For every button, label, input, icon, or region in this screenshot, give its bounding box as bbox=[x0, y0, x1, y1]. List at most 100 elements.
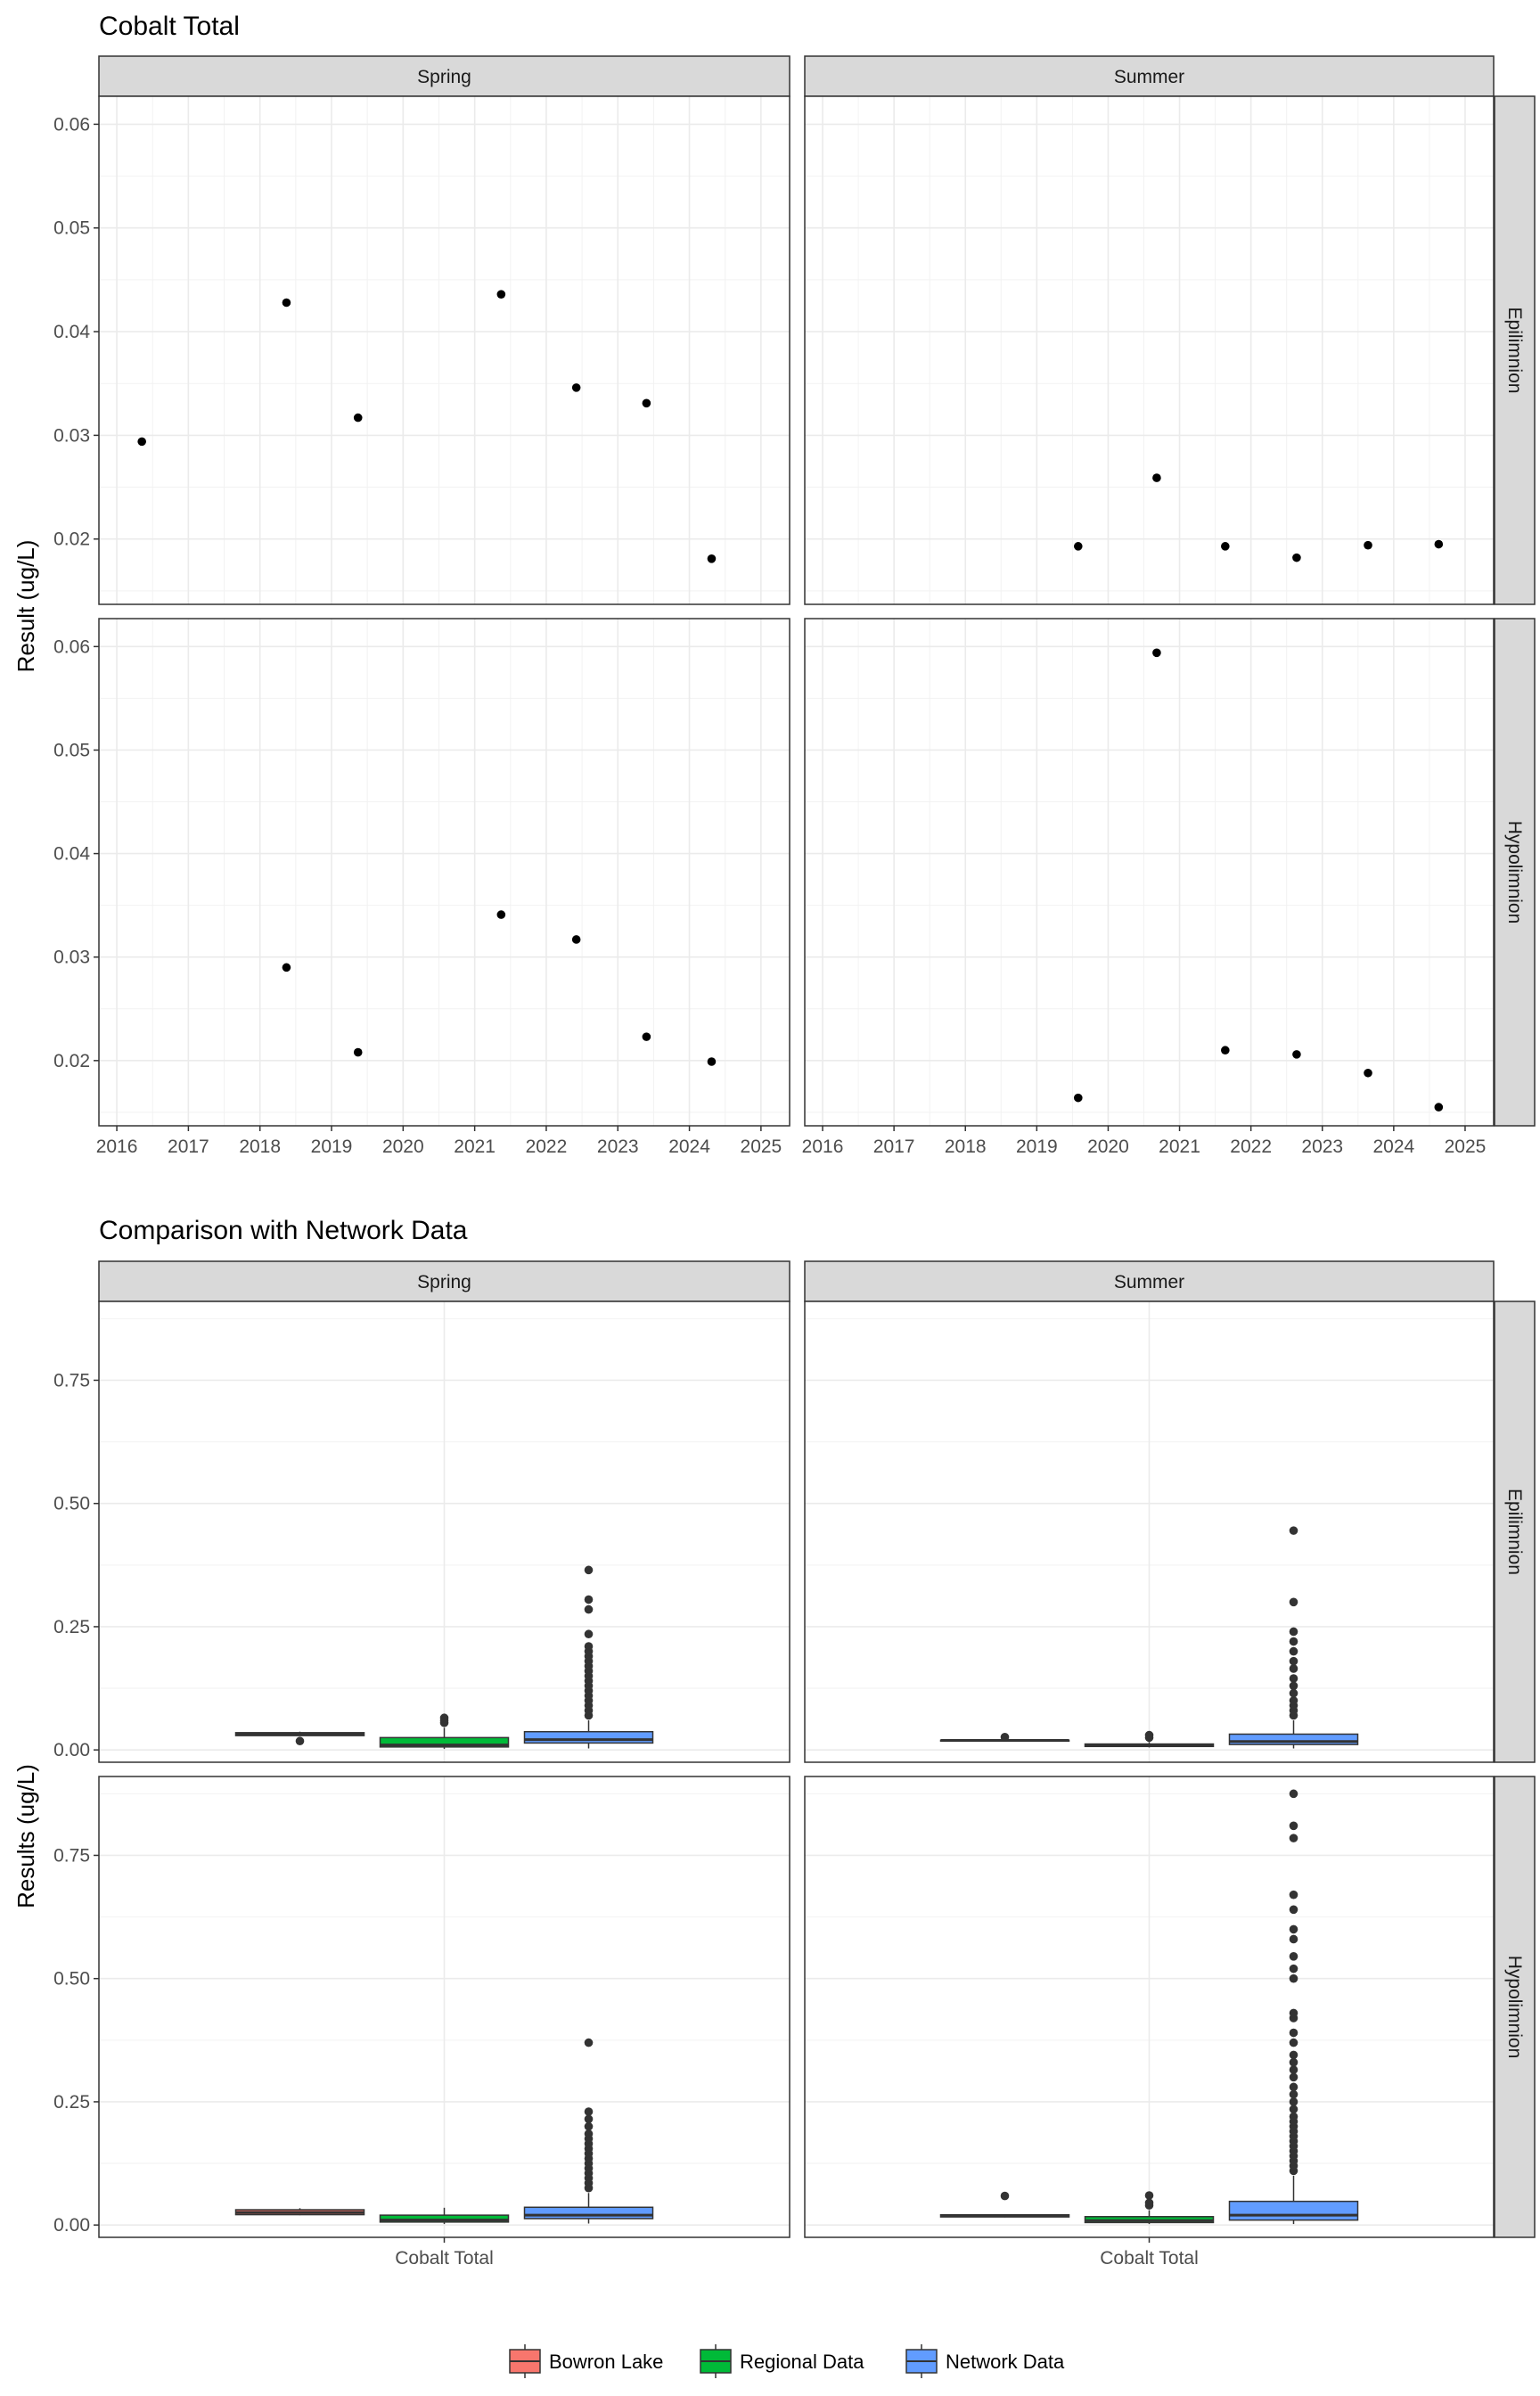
x-tick-label: 2016 bbox=[96, 1136, 138, 1157]
y-tick-label: 0.03 bbox=[53, 425, 90, 446]
x-tick-label: 2023 bbox=[1301, 1136, 1343, 1157]
x-tick-label: 2019 bbox=[1016, 1136, 1058, 1157]
panel-border bbox=[804, 618, 1495, 1127]
x-tick-label: 2016 bbox=[802, 1136, 844, 1157]
scatter-point bbox=[1364, 1068, 1372, 1078]
scatter-y-axis-label: Result (ug/L) bbox=[12, 540, 39, 673]
scatter-column-strip bbox=[804, 55, 1495, 97]
box-outlier bbox=[1289, 2097, 1298, 2106]
box-row-strip bbox=[1494, 1776, 1536, 2238]
box-bowron-lake bbox=[939, 1733, 1070, 1743]
y-tick-label: 0.75 bbox=[53, 1845, 90, 1866]
x-tick-label: 2018 bbox=[239, 1136, 281, 1157]
box-outlier bbox=[1289, 1656, 1298, 1666]
scatter-point bbox=[353, 413, 363, 423]
box-outlier bbox=[1289, 1821, 1298, 1831]
scatter-point bbox=[1221, 542, 1230, 551]
x-tick-label: 2018 bbox=[945, 1136, 987, 1157]
x-tick-label: 2024 bbox=[1372, 1136, 1414, 1157]
scatter-panel bbox=[98, 95, 790, 605]
legend-label: Bowron Lake bbox=[549, 2351, 663, 2373]
box-outlier bbox=[295, 1736, 305, 1746]
scatter-point bbox=[1364, 540, 1372, 550]
box-column-strip bbox=[98, 1260, 790, 1302]
box-outlier bbox=[584, 2107, 594, 2116]
box-outlier bbox=[1289, 1646, 1298, 1656]
box-body bbox=[523, 1730, 654, 1744]
box-outlier bbox=[1289, 1681, 1298, 1691]
box-outlier bbox=[1289, 2112, 1298, 2121]
y-tick-label: 0.25 bbox=[53, 2092, 90, 2113]
scatter-column-strip-label: Spring bbox=[417, 67, 471, 87]
x-tick-label: Cobalt Total bbox=[395, 2248, 494, 2269]
box-network-data bbox=[523, 1565, 654, 1749]
scatter-point bbox=[642, 1032, 651, 1041]
scatter-point bbox=[353, 1047, 363, 1057]
box-outlier bbox=[1289, 1674, 1298, 1683]
legend-item: Regional Data bbox=[700, 2344, 864, 2378]
box-column-strip-label: Summer bbox=[1114, 1272, 1184, 1292]
x-tick-label: 2019 bbox=[311, 1136, 353, 1157]
scatter-point bbox=[707, 1057, 717, 1066]
scatter-point bbox=[1152, 648, 1161, 658]
box-outlier bbox=[1289, 2038, 1298, 2047]
scatter-point bbox=[1152, 473, 1161, 482]
box-outlier bbox=[439, 1713, 449, 1723]
box-bowron-lake bbox=[939, 2191, 1070, 2218]
y-tick-label: 0.05 bbox=[53, 218, 90, 239]
box-network-data bbox=[523, 2038, 654, 2224]
scatter-row-strip bbox=[1494, 618, 1536, 1127]
box-panel bbox=[98, 1301, 790, 1763]
scatter-point bbox=[496, 290, 506, 299]
box-row-strip bbox=[1494, 1301, 1536, 1763]
x-tick-label: 2023 bbox=[597, 1136, 639, 1157]
box-outlier bbox=[1289, 1789, 1298, 1799]
box-outlier bbox=[1289, 1964, 1298, 1973]
box-body bbox=[379, 2214, 510, 2223]
panel-border bbox=[98, 618, 790, 1127]
panel-background bbox=[805, 96, 1494, 604]
box-outlier bbox=[1289, 1597, 1298, 1607]
box-outlier bbox=[1289, 1905, 1298, 1915]
box-outlier bbox=[1289, 1688, 1298, 1698]
scatter-point bbox=[1292, 553, 1301, 562]
box-body bbox=[1228, 1733, 1359, 1745]
scatter-point bbox=[642, 398, 651, 408]
box-outlier bbox=[1289, 1526, 1298, 1535]
legend-item: Bowron Lake bbox=[509, 2344, 663, 2378]
scatter-row-strip-label: Hypolimnion bbox=[1504, 821, 1525, 924]
scatter-point bbox=[571, 383, 581, 392]
scatter-point bbox=[282, 963, 291, 972]
y-tick-label: 0.50 bbox=[53, 1494, 90, 1514]
y-tick-label: 0.00 bbox=[53, 1740, 90, 1760]
scatter-point bbox=[1073, 542, 1083, 551]
box-regional-data bbox=[1084, 1730, 1215, 1748]
x-tick-label: Cobalt Total bbox=[1100, 2248, 1199, 2269]
scatter-row-strip-label: Epilimnion bbox=[1504, 308, 1525, 394]
box-regional-data bbox=[379, 2207, 510, 2225]
box-title: Comparison with Network Data bbox=[99, 1216, 468, 1245]
box-outlier bbox=[584, 1629, 594, 1639]
box-outlier bbox=[584, 1642, 594, 1651]
scatter-column-strip-label: Summer bbox=[1114, 67, 1184, 87]
panel-background bbox=[99, 96, 790, 604]
box-outlier bbox=[1289, 1664, 1298, 1673]
panel-border bbox=[98, 1301, 790, 1763]
x-tick-label: 2024 bbox=[668, 1136, 710, 1157]
box-row-strip-label: Hypolimnion bbox=[1504, 1956, 1525, 2059]
legend-label: Network Data bbox=[946, 2351, 1065, 2373]
box-outlier bbox=[1289, 2050, 1298, 2060]
scatter-point bbox=[571, 935, 581, 944]
legend-item: Network Data bbox=[905, 2344, 1065, 2378]
box-outlier bbox=[1144, 2198, 1154, 2208]
y-tick-label: 0.25 bbox=[53, 1617, 90, 1637]
box-regional-data bbox=[379, 1713, 510, 1750]
y-tick-label: 0.06 bbox=[53, 114, 90, 135]
box-outlier bbox=[1289, 1952, 1298, 1961]
scatter-title: Cobalt Total bbox=[99, 12, 240, 41]
box-outlier bbox=[1289, 2008, 1298, 2018]
box-outlier bbox=[1289, 2072, 1298, 2082]
box-outlier bbox=[584, 2038, 594, 2047]
y-tick-label: 0.03 bbox=[53, 948, 90, 968]
